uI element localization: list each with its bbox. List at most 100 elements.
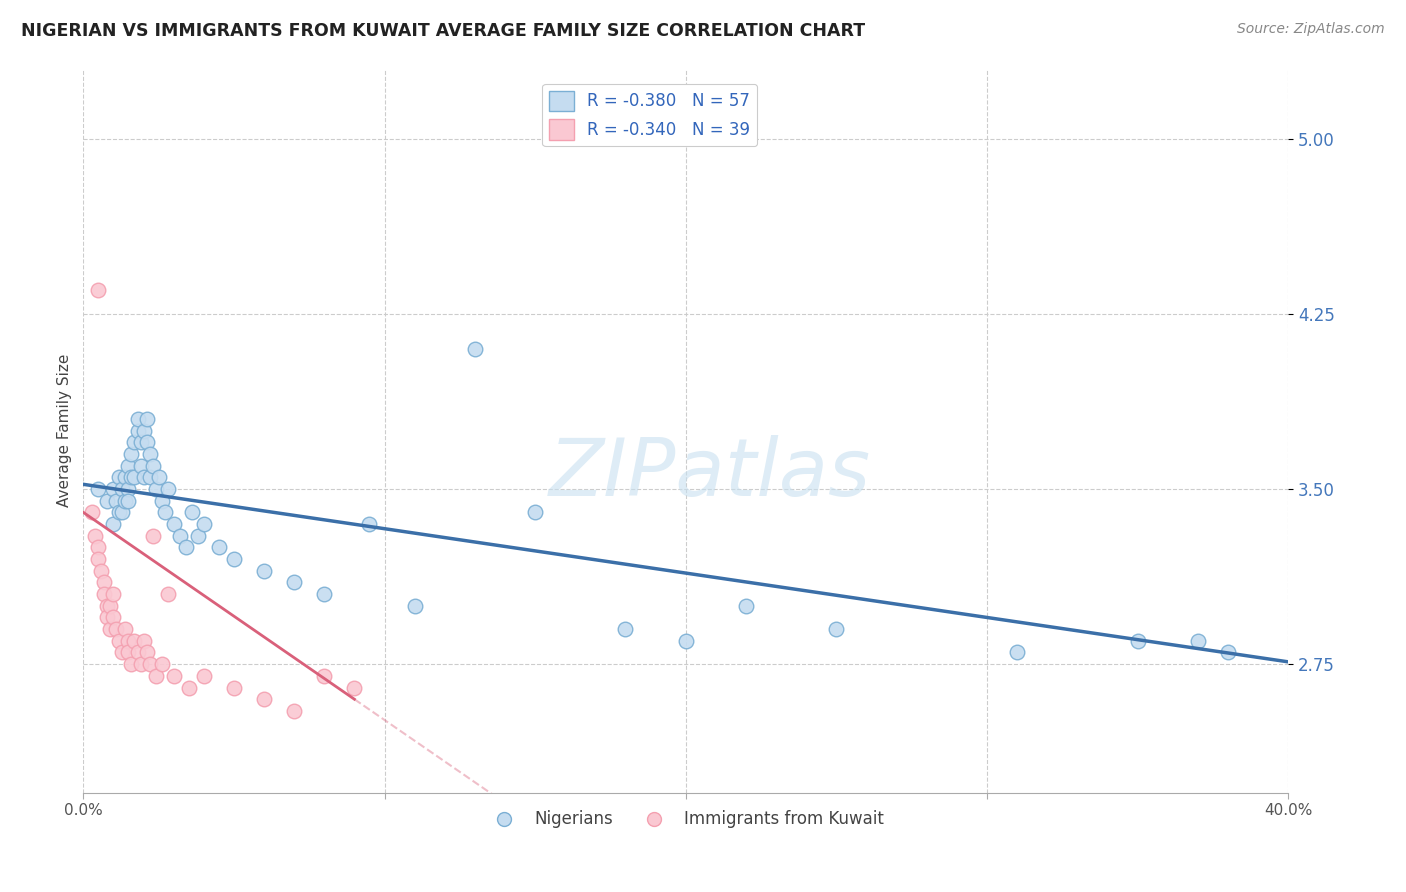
Point — [193, 669, 215, 683]
Point — [129, 657, 152, 672]
Point — [93, 587, 115, 601]
Point — [82, 505, 104, 519]
Point — [103, 516, 125, 531]
Point — [132, 424, 155, 438]
Point — [132, 470, 155, 484]
Point — [108, 633, 131, 648]
Legend: Nigerians, Immigrants from Kuwait: Nigerians, Immigrants from Kuwait — [481, 804, 891, 835]
Point — [111, 482, 134, 496]
Point — [156, 587, 179, 601]
Point — [169, 529, 191, 543]
Point — [117, 458, 139, 473]
Point — [117, 633, 139, 648]
Point — [117, 493, 139, 508]
Point — [105, 493, 128, 508]
Point — [150, 657, 173, 672]
Point — [174, 541, 197, 555]
Point — [127, 412, 149, 426]
Point — [1126, 633, 1149, 648]
Point — [145, 669, 167, 683]
Point — [93, 575, 115, 590]
Point — [114, 622, 136, 636]
Point — [138, 657, 160, 672]
Point — [208, 541, 231, 555]
Point — [114, 470, 136, 484]
Point — [100, 622, 122, 636]
Point — [253, 692, 276, 706]
Point — [163, 669, 186, 683]
Point — [121, 447, 143, 461]
Point — [825, 622, 848, 636]
Point — [103, 587, 125, 601]
Point — [404, 599, 426, 613]
Point — [127, 646, 149, 660]
Point — [111, 646, 134, 660]
Point — [121, 657, 143, 672]
Point — [177, 681, 200, 695]
Point — [314, 587, 336, 601]
Point — [90, 564, 112, 578]
Point — [343, 681, 366, 695]
Point — [222, 681, 245, 695]
Point — [121, 470, 143, 484]
Point — [150, 493, 173, 508]
Point — [108, 505, 131, 519]
Point — [283, 575, 305, 590]
Point — [1216, 646, 1239, 660]
Point — [153, 505, 176, 519]
Point — [253, 564, 276, 578]
Point — [103, 610, 125, 624]
Point — [117, 646, 139, 660]
Point — [127, 424, 149, 438]
Point — [135, 435, 157, 450]
Point — [87, 541, 110, 555]
Y-axis label: Average Family Size: Average Family Size — [58, 354, 72, 508]
Point — [135, 412, 157, 426]
Point — [103, 482, 125, 496]
Point — [132, 633, 155, 648]
Point — [359, 516, 381, 531]
Point — [142, 458, 165, 473]
Point — [314, 669, 336, 683]
Point — [156, 482, 179, 496]
Point — [87, 284, 110, 298]
Point — [1005, 646, 1028, 660]
Point — [117, 482, 139, 496]
Point — [283, 704, 305, 718]
Point — [111, 505, 134, 519]
Point — [87, 552, 110, 566]
Point — [129, 458, 152, 473]
Point — [187, 529, 209, 543]
Point — [124, 470, 146, 484]
Point — [524, 505, 547, 519]
Point — [142, 529, 165, 543]
Point — [138, 470, 160, 484]
Point — [614, 622, 637, 636]
Point — [96, 610, 118, 624]
Point — [124, 633, 146, 648]
Point — [180, 505, 202, 519]
Point — [87, 482, 110, 496]
Point — [222, 552, 245, 566]
Point — [96, 493, 118, 508]
Point — [108, 470, 131, 484]
Point — [193, 516, 215, 531]
Text: ZIPatlas: ZIPatlas — [548, 435, 870, 513]
Point — [145, 482, 167, 496]
Point — [124, 435, 146, 450]
Point — [114, 493, 136, 508]
Point — [464, 342, 486, 356]
Point — [163, 516, 186, 531]
Point — [100, 599, 122, 613]
Point — [84, 529, 107, 543]
Point — [96, 599, 118, 613]
Point — [129, 435, 152, 450]
Text: NIGERIAN VS IMMIGRANTS FROM KUWAIT AVERAGE FAMILY SIZE CORRELATION CHART: NIGERIAN VS IMMIGRANTS FROM KUWAIT AVERA… — [21, 22, 865, 40]
Point — [135, 646, 157, 660]
Point — [1187, 633, 1209, 648]
Point — [148, 470, 170, 484]
Point — [138, 447, 160, 461]
Point — [735, 599, 758, 613]
Point — [105, 622, 128, 636]
Point — [675, 633, 697, 648]
